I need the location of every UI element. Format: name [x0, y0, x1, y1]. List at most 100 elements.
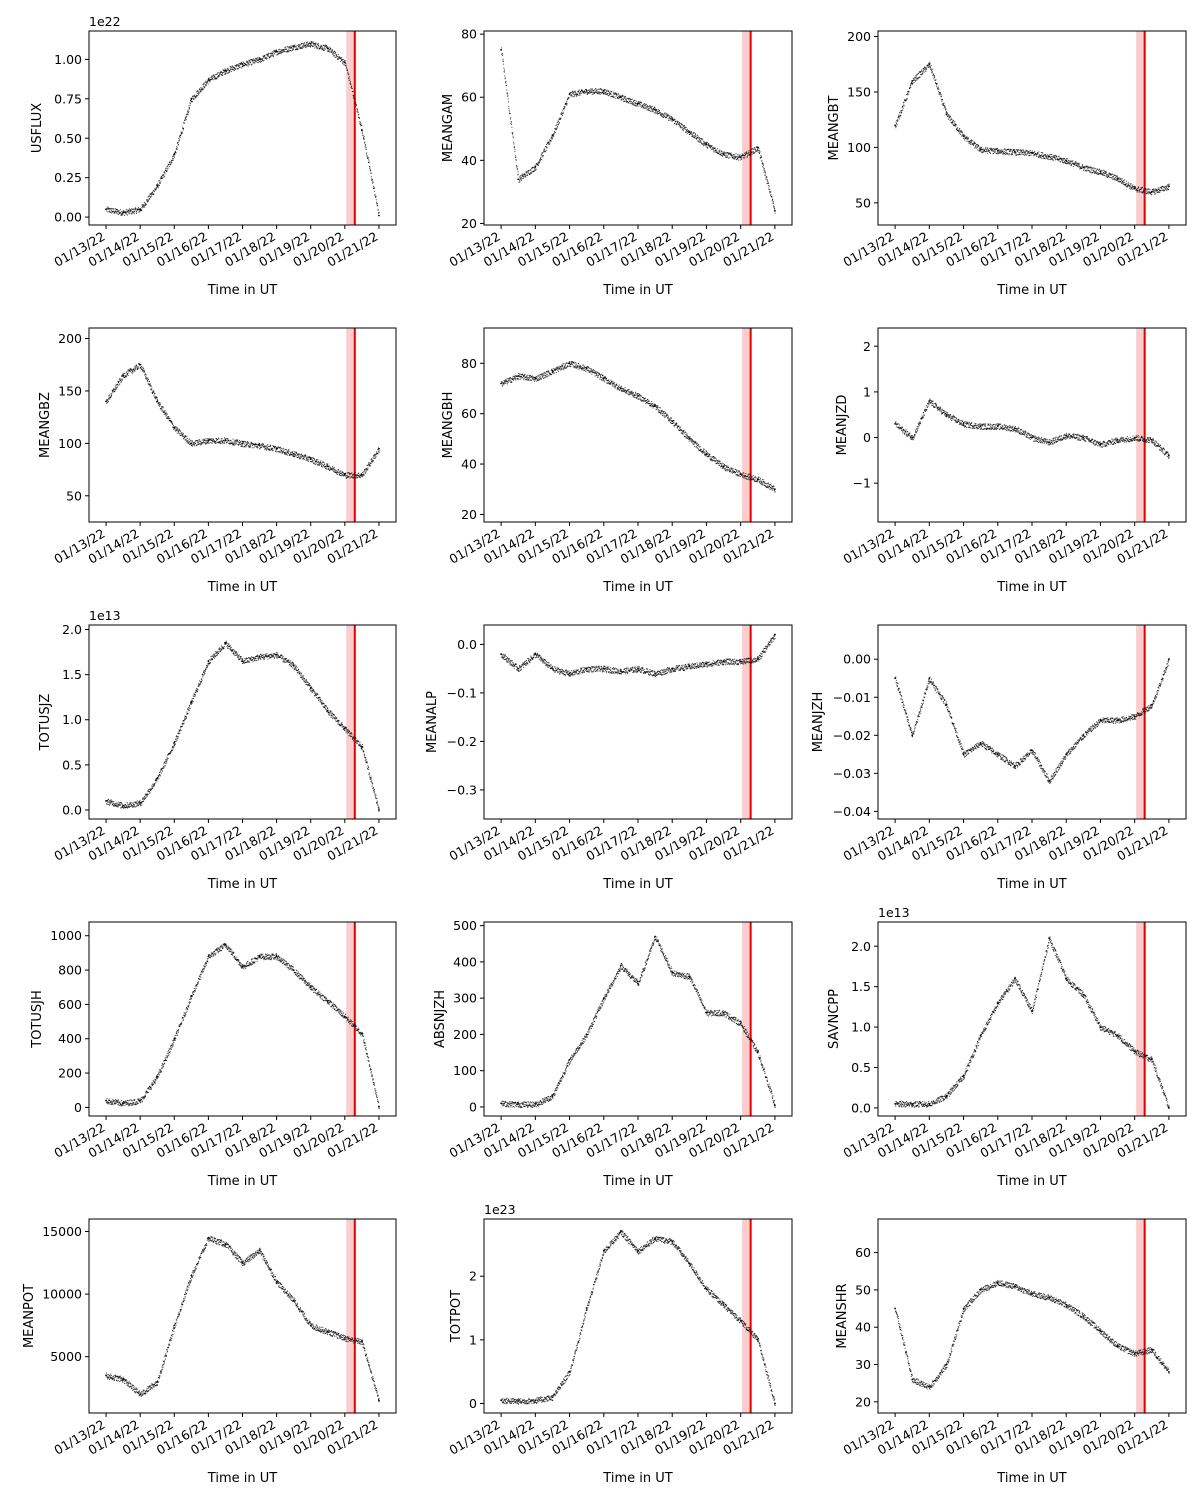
data-dot [274, 50, 276, 52]
data-dot [565, 362, 567, 364]
data-dot [220, 438, 222, 440]
data-dot [106, 206, 108, 208]
data-dot [679, 127, 681, 129]
data-dot [592, 89, 594, 91]
data-dot [362, 471, 364, 473]
data-dot [132, 368, 134, 370]
data-dot [184, 435, 186, 437]
data-dot [1151, 194, 1153, 196]
y-tick-label: 150 [58, 383, 82, 398]
data-dot [943, 103, 945, 105]
data-dot [1152, 188, 1154, 190]
data-dot [203, 83, 205, 85]
data-dot [556, 369, 558, 371]
data-dot [1101, 170, 1103, 172]
data-dot [211, 438, 213, 440]
data-dot [950, 121, 952, 123]
data-dot [955, 125, 957, 127]
data-dot [576, 93, 578, 95]
data-dot [939, 91, 941, 93]
data-dot [133, 213, 135, 215]
data-point [962, 135, 965, 138]
data-dot [608, 90, 610, 92]
data-dot [607, 95, 609, 97]
data-dot [553, 368, 555, 370]
data-dot [333, 55, 335, 57]
data-dot [634, 99, 636, 101]
data-dot [341, 471, 343, 473]
data-dot [145, 377, 147, 379]
data-dot [535, 376, 537, 378]
data-dot [272, 449, 274, 451]
data-dot [172, 159, 174, 161]
data-dot [240, 62, 242, 64]
data-dot [306, 44, 308, 46]
data-dot [216, 440, 218, 442]
data-dot [944, 105, 946, 107]
data-dot [120, 379, 122, 381]
data-dot [364, 469, 366, 471]
data-dot [130, 209, 132, 211]
data-dot [924, 66, 926, 68]
data-dot [164, 173, 166, 175]
data-dot [939, 92, 941, 94]
data-dot [243, 443, 245, 445]
data-dot [257, 59, 259, 61]
data-dot [125, 213, 127, 215]
data-dot [520, 179, 522, 181]
data-dot [265, 54, 267, 56]
data-dot [528, 170, 530, 172]
data-dot [308, 459, 310, 461]
data-dot [694, 133, 696, 135]
data-dot [1067, 163, 1069, 165]
data-dot [578, 94, 580, 96]
data-dot [753, 152, 755, 154]
data-dot [641, 106, 643, 108]
data-dot [1083, 169, 1085, 171]
data-dot [1049, 156, 1051, 158]
data-dot [1129, 187, 1131, 189]
data-dot [1023, 151, 1025, 153]
data-dot [126, 376, 128, 378]
data-dot [519, 177, 521, 179]
data-dot [1043, 155, 1045, 157]
data-dot [350, 84, 352, 86]
data-dot [606, 94, 608, 96]
data-dot [570, 363, 572, 365]
data-dot [1127, 185, 1129, 187]
data-dot [732, 157, 734, 159]
data-point [309, 458, 312, 460]
data-dot [707, 147, 709, 149]
data-dot [224, 72, 226, 74]
data-dot [525, 379, 527, 381]
data-dot [120, 214, 122, 216]
data-dot [638, 101, 640, 103]
data-dot [239, 67, 241, 69]
data-dot [353, 97, 355, 99]
data-dot [1113, 178, 1115, 180]
data-dot [262, 443, 264, 445]
data-dot [1006, 153, 1008, 155]
data-dot [318, 465, 320, 467]
data-dot [952, 120, 954, 122]
data-dot [162, 177, 164, 179]
data-dot [160, 408, 162, 410]
data-dot [268, 53, 270, 55]
data-dot [376, 201, 378, 203]
data-dot [517, 169, 518, 171]
data-dot [245, 60, 247, 62]
data-dot [1038, 156, 1040, 158]
data-dot [304, 44, 306, 46]
data-dot [570, 94, 572, 96]
data-dot [1029, 154, 1031, 156]
data-dot [308, 44, 310, 46]
data-dot [230, 70, 232, 72]
data-dot [748, 154, 750, 156]
data-dot [159, 403, 161, 405]
data-dot [106, 210, 108, 212]
data-dot [540, 378, 542, 380]
data-dot [175, 426, 177, 428]
data-dot [106, 398, 108, 400]
data-dot [1093, 171, 1095, 173]
data-dot [1002, 153, 1004, 155]
